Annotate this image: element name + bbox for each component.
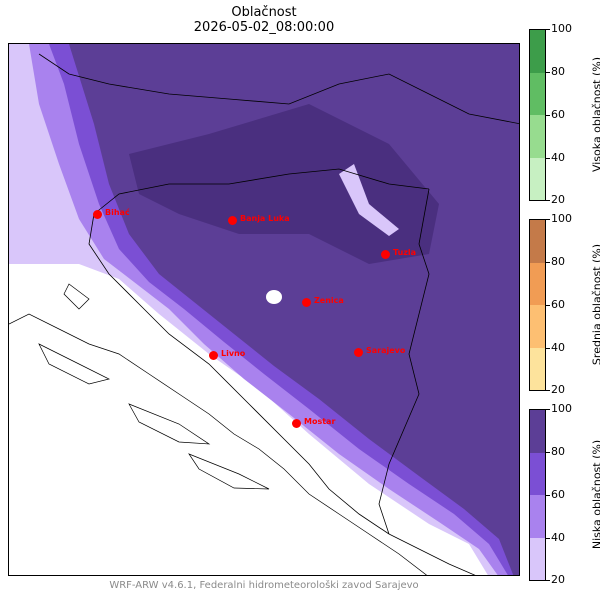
colorbar-segment bbox=[530, 220, 545, 263]
colorbar-segment bbox=[530, 115, 545, 158]
colorbar-segment bbox=[530, 157, 545, 200]
city-label: Sarajevo bbox=[366, 346, 406, 355]
tick-label: 80 bbox=[551, 255, 565, 268]
medium-cloud-colorbar bbox=[529, 219, 546, 391]
tick-mark bbox=[546, 262, 550, 263]
colorbar-label-high: Visoka oblačnost (%) bbox=[590, 56, 600, 173]
tick-label: 80 bbox=[551, 445, 565, 458]
tick-mark bbox=[546, 495, 550, 496]
borders bbox=[38, 53, 519, 575]
tick-mark bbox=[546, 452, 550, 453]
tick-mark bbox=[546, 200, 550, 201]
tick-label: 100 bbox=[551, 22, 572, 35]
tick-label: 60 bbox=[551, 298, 565, 311]
colorbar-segment bbox=[530, 72, 545, 115]
city-label: Livno bbox=[221, 349, 246, 358]
city-dot bbox=[228, 216, 237, 225]
tick-label: 20 bbox=[551, 383, 565, 396]
tick-mark bbox=[546, 305, 550, 306]
tick-mark bbox=[546, 219, 550, 220]
cloud-region-core bbox=[129, 104, 439, 264]
city-label: Mostar bbox=[304, 417, 336, 426]
city-label: Tuzla bbox=[393, 248, 417, 257]
border-bih-east bbox=[378, 188, 430, 535]
tick-mark bbox=[546, 538, 550, 539]
colorbar-segment bbox=[530, 410, 545, 453]
colorbar-segment bbox=[530, 452, 545, 495]
cloud-gap-stripe bbox=[339, 164, 399, 236]
tick-mark bbox=[546, 115, 550, 116]
city-label: Zenica bbox=[314, 296, 344, 305]
island-1 bbox=[38, 343, 111, 385]
border-bih-north bbox=[93, 168, 430, 215]
colorbar-segment bbox=[530, 495, 545, 538]
tick-label: 20 bbox=[551, 193, 565, 206]
tick-label: 60 bbox=[551, 108, 565, 121]
tick-label: 40 bbox=[551, 531, 565, 544]
city-dot bbox=[381, 250, 390, 259]
city-dot bbox=[302, 298, 311, 307]
city-label: Bihać bbox=[105, 208, 130, 217]
coastline-mainland bbox=[9, 313, 427, 575]
border-south bbox=[388, 533, 476, 575]
city-dot bbox=[354, 348, 363, 357]
city-label: Banja Luka bbox=[240, 214, 290, 223]
colorbar-segment bbox=[530, 305, 545, 348]
colorbar-label-low: Niska oblačnost (%) bbox=[590, 439, 600, 550]
colorbar-segment bbox=[530, 262, 545, 305]
model-credit: WRF-ARW v4.6.1, Federalni hidrometeorolo… bbox=[109, 580, 419, 591]
colorbar-segment bbox=[530, 347, 545, 390]
border-bih-west bbox=[88, 213, 390, 535]
tick-mark bbox=[546, 409, 550, 410]
cloud-gap bbox=[266, 290, 282, 304]
island-2 bbox=[128, 403, 211, 445]
cloud-cover-map bbox=[8, 43, 520, 576]
tick-mark bbox=[546, 72, 550, 73]
cloud-cover-layer bbox=[9, 44, 519, 575]
island-4 bbox=[63, 283, 90, 310]
low-cloud-colorbar bbox=[529, 409, 546, 581]
tick-label: 60 bbox=[551, 488, 565, 501]
city-dot bbox=[93, 210, 102, 219]
coastline bbox=[9, 283, 427, 575]
island-3 bbox=[188, 453, 270, 490]
tick-label: 40 bbox=[551, 341, 565, 354]
tick-mark bbox=[546, 348, 550, 349]
city-dot bbox=[209, 351, 218, 360]
map-title: Oblačnost bbox=[231, 5, 297, 20]
high-cloud-colorbar bbox=[529, 29, 546, 201]
tick-mark bbox=[546, 390, 550, 391]
colorbar-segment bbox=[530, 537, 545, 580]
tick-label: 100 bbox=[551, 212, 572, 225]
map-timestamp: 2026-05-02_08:00:00 bbox=[193, 20, 335, 35]
border-north bbox=[38, 53, 519, 125]
colorbar-label-medium: Srednja oblačnost (%) bbox=[590, 243, 600, 366]
tick-mark bbox=[546, 158, 550, 159]
tick-mark bbox=[546, 29, 550, 30]
tick-mark bbox=[546, 580, 550, 581]
city-dot bbox=[292, 419, 301, 428]
colorbar-segment bbox=[530, 30, 545, 73]
tick-label: 40 bbox=[551, 151, 565, 164]
tick-label: 100 bbox=[551, 402, 572, 415]
tick-label: 80 bbox=[551, 65, 565, 78]
tick-label: 20 bbox=[551, 573, 565, 586]
